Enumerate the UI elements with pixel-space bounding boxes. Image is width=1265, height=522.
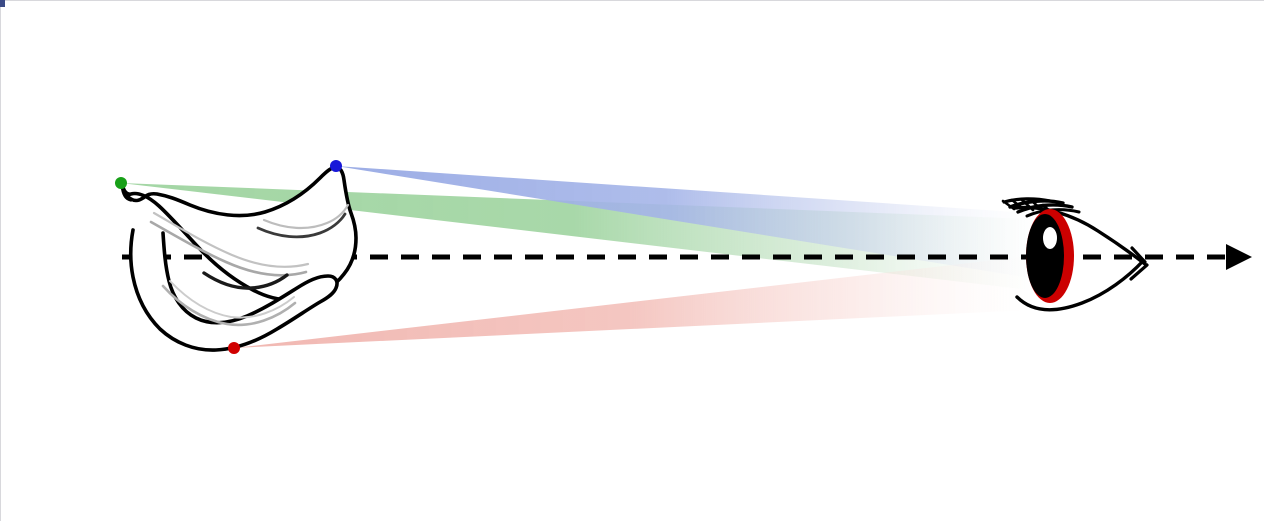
red-ray-cone — [234, 256, 1030, 348]
banana-lower-detail-3 — [202, 271, 289, 290]
eye-outer-canthus — [1129, 246, 1149, 281]
source-point-group — [115, 160, 342, 354]
eye-highlight — [1043, 227, 1057, 249]
blue-source-point[interactable] — [330, 160, 342, 172]
banana-lower-outline — [128, 228, 339, 352]
banana-upper-detail-1 — [149, 220, 308, 277]
eye-pupil — [1026, 214, 1064, 298]
banana-bunch — [120, 165, 358, 352]
banana-upper-detail-2 — [152, 211, 310, 268]
corner-marker — [0, 0, 5, 7]
banana-upper-detail-4 — [262, 203, 350, 230]
eye — [1001, 197, 1149, 312]
banana-lower-detail-1 — [161, 284, 297, 327]
green-source-point[interactable] — [115, 177, 127, 189]
banana-lower-detail-2 — [169, 280, 295, 319]
eyelash-icon — [1001, 197, 1081, 218]
eye-lower-lid — [1015, 259, 1145, 312]
blue-ray-cone — [336, 166, 1030, 278]
eye-upper-lid — [1013, 205, 1147, 266]
banana-upper-detail-3 — [256, 212, 347, 239]
red-source-point[interactable] — [228, 342, 240, 354]
optical-axis-arrowhead — [1226, 244, 1252, 270]
